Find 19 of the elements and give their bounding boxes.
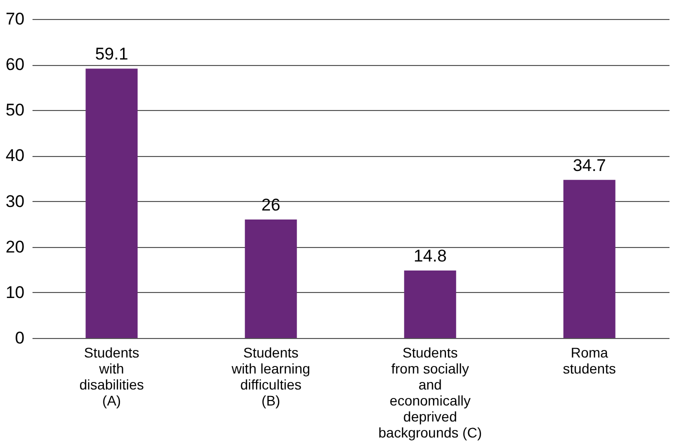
x-tick-label: Students with disabilities (A) <box>79 344 144 408</box>
x-tick-label: Students with learning difficulties (B) <box>230 344 310 408</box>
x-tick-label: Students from socially and economically deprived backgrounds (C) <box>378 344 482 440</box>
y-tick-label: 70 <box>6 10 24 28</box>
y-tick-label: 10 <box>6 282 24 302</box>
bar <box>86 68 138 338</box>
bar <box>244 220 297 338</box>
y-tick-label: 30 <box>6 192 24 211</box>
y-tick-label: 0 <box>15 328 24 348</box>
y-tick-label: 60 <box>6 55 24 74</box>
data-label: 14.8 <box>414 246 447 266</box>
x-tick-label: Roma students <box>562 344 616 376</box>
bar <box>404 270 456 338</box>
data-label: 59.1 <box>95 44 128 64</box>
bar <box>563 180 616 338</box>
y-tick-label: 50 <box>6 100 24 120</box>
data-label: 34.7 <box>572 156 606 175</box>
y-tick-label: 40 <box>6 146 24 166</box>
y-tick-label: 20 <box>6 237 24 256</box>
